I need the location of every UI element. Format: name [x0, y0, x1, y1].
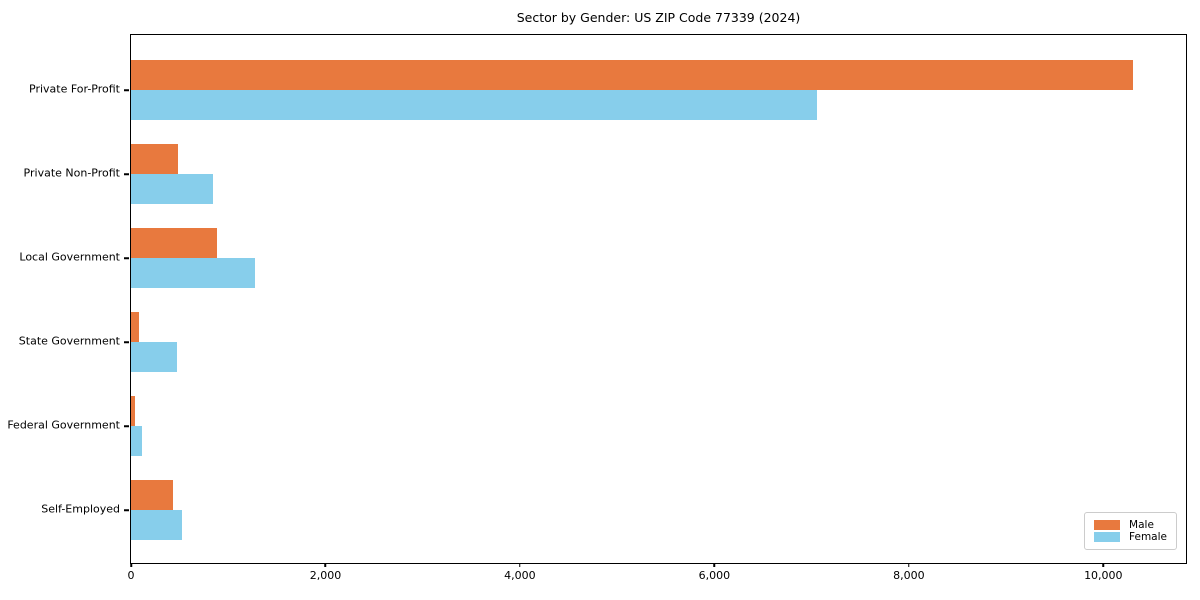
y-tick-mark-state-government [124, 341, 129, 343]
legend: Male Female [1084, 512, 1177, 550]
category-label-private-non-profit: Private Non-Profit [23, 166, 120, 180]
y-tick-mark-private-non-profit [124, 173, 129, 175]
x-tick-label: 0 [127, 569, 135, 582]
legend-label-male: Male [1129, 519, 1154, 531]
bar-female-private-non-profit [131, 174, 213, 204]
category-label-local-government: Local Government [19, 250, 120, 264]
bar-male-self-employed [131, 480, 173, 510]
x-tick-label: 2,000 [309, 569, 342, 582]
legend-label-female: Female [1129, 531, 1167, 543]
bar-female-federal-government [131, 426, 142, 456]
x-tick-mark-4000 [519, 563, 521, 567]
legend-items: Male Female [1094, 519, 1167, 543]
x-tick-mark-0 [130, 563, 132, 567]
bar-male-local-government [131, 228, 217, 258]
x-tick-label: 4,000 [504, 569, 536, 582]
legend-swatch-male [1094, 520, 1121, 530]
bar-male-federal-government [131, 396, 135, 426]
y-tick-mark-federal-government [124, 425, 129, 427]
category-label-self-employed: Self-Employed [41, 502, 120, 516]
category-label-federal-government: Federal Government [7, 418, 120, 432]
x-tick-mark-10000 [1102, 563, 1105, 567]
bar-male-private-non-profit [131, 144, 178, 174]
y-tick-mark-local-government [124, 257, 129, 259]
category-label-private-for-profit: Private For-Profit [29, 82, 120, 96]
bar-male-state-government [131, 312, 139, 342]
x-tick-mark-2000 [324, 563, 327, 567]
legend-item-male: Male [1094, 519, 1167, 531]
bar-female-state-government [131, 342, 177, 372]
bar-female-local-government [131, 258, 255, 288]
y-tick-mark-private-for-profit [124, 89, 129, 91]
bar-male-private-for-profit [131, 60, 1133, 90]
x-tick-mark-8000 [908, 563, 910, 567]
x-tick-label: 8,000 [893, 569, 925, 582]
bar-female-self-employed [131, 510, 182, 540]
x-tick-label: 10,000 [1084, 569, 1123, 582]
bar-female-private-for-profit [131, 90, 817, 120]
y-tick-mark-self-employed [124, 509, 129, 511]
chart-title: Sector by Gender: US ZIP Code 77339 (202… [516, 10, 801, 25]
legend-item-female: Female [1094, 531, 1167, 543]
legend-swatch-female [1094, 532, 1121, 542]
x-tick-label: 6,000 [698, 569, 731, 582]
category-label-state-government: State Government [18, 334, 120, 348]
plot-area: 0 2,000 4,000 6,000 8,000 10,000 Male Female [124, 34, 1187, 582]
x-tick-mark-6000 [713, 563, 716, 567]
